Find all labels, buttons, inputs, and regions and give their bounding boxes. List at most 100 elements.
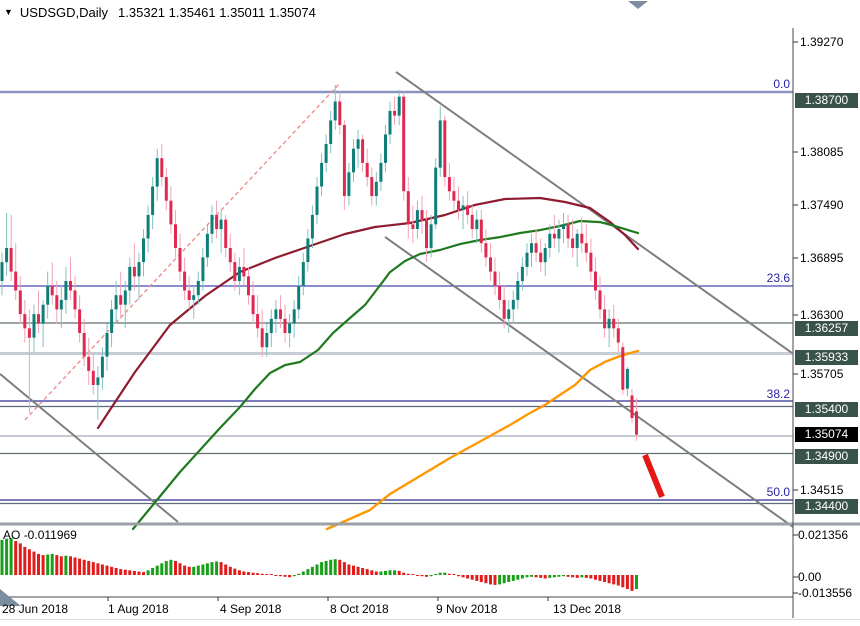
bottom-left-triangle	[0, 589, 21, 606]
candle-body	[402, 96, 406, 192]
ao-bar	[178, 563, 182, 575]
candle-body	[507, 309, 511, 319]
ao-bar	[297, 573, 301, 575]
candle-body	[342, 125, 346, 196]
ao-bar	[406, 573, 410, 575]
candle-body	[14, 271, 18, 291]
candle-body	[493, 271, 497, 286]
impulse-mark[interactable]	[642, 453, 665, 499]
ao-bar	[511, 575, 515, 581]
ao-bar	[498, 575, 502, 585]
ao-bar	[338, 559, 342, 575]
ao-bar	[452, 574, 456, 575]
candle-body	[73, 290, 77, 310]
candle-body	[87, 356, 91, 371]
candle-body	[365, 162, 369, 178]
candle-body	[279, 309, 282, 319]
candle-body	[333, 101, 337, 121]
price-tick-label: 1.38085	[800, 145, 844, 159]
candle-body	[520, 266, 524, 282]
ao-bar	[0, 539, 4, 575]
date-label: 28 Jun 2018	[2, 602, 69, 616]
ao-bar	[361, 568, 365, 575]
level-price-badge: 1.34400	[795, 498, 858, 514]
candle-body	[347, 172, 351, 196]
ao-bar	[584, 575, 588, 578]
candle-body	[516, 281, 520, 300]
candle-body	[374, 181, 378, 196]
ao-bar	[530, 575, 533, 577]
fib-level-label: 38.2	[766, 387, 790, 401]
ao-bar	[552, 575, 556, 578]
ao-bar	[320, 562, 324, 575]
ao-bar	[174, 561, 177, 575]
candle-body	[315, 186, 319, 215]
date-label: 13 Dec 2018	[553, 602, 622, 616]
candle-body	[580, 233, 584, 244]
ao-bar	[635, 575, 638, 589]
ao-bar	[589, 575, 593, 579]
ao-bar	[142, 572, 145, 575]
symbol-dropdown-icon[interactable]: ▼	[4, 7, 13, 17]
candle-body	[525, 252, 529, 267]
candle-body	[242, 266, 246, 277]
candle-body	[260, 328, 264, 348]
indicator-value: -0.011969	[23, 528, 77, 542]
candle-body	[205, 233, 209, 258]
candle-body	[228, 248, 232, 263]
ao-bar	[415, 575, 419, 576]
ao-bar	[247, 572, 250, 575]
candle-body	[155, 158, 159, 187]
ao-bar	[580, 575, 584, 578]
ao-bar	[59, 556, 63, 575]
ao-bar	[269, 574, 273, 575]
ao-bar	[520, 575, 524, 579]
ohlc-values: 1.35321 1.35461 1.35011 1.35074	[118, 4, 316, 20]
candle-body	[429, 224, 433, 248]
candle-body	[406, 191, 410, 225]
trendline-lower-channel[interactable]	[384, 236, 794, 528]
candle-body	[114, 295, 118, 310]
ao-bar	[18, 543, 22, 575]
ao-bar	[9, 538, 13, 575]
ao-bar	[55, 555, 59, 575]
candle-body	[475, 219, 479, 230]
ao-bar	[621, 575, 625, 588]
candle-body	[466, 205, 470, 215]
candle-body	[534, 243, 538, 253]
ao-bar	[411, 574, 415, 575]
trendline-upper-channel[interactable]	[395, 71, 793, 354]
ao-bar	[196, 565, 200, 575]
candle-body	[489, 257, 492, 272]
ao-bar	[160, 563, 164, 575]
ao-bar	[215, 561, 219, 575]
ao-bar	[301, 571, 305, 575]
candle-body	[142, 238, 145, 263]
candle-body	[32, 314, 36, 338]
ao-bar	[201, 564, 205, 575]
candle-body	[174, 224, 177, 248]
candle-body	[603, 309, 607, 329]
ao-bar	[41, 555, 45, 575]
candle-body	[78, 309, 82, 333]
ao-bar	[438, 572, 442, 575]
ao-bar	[374, 571, 378, 575]
ao-bar	[228, 566, 232, 575]
ao-bar	[78, 558, 82, 575]
candle-body	[224, 219, 228, 248]
candle-body	[324, 144, 328, 163]
candle-body	[251, 295, 255, 315]
ao-bar	[110, 566, 114, 575]
candle-body	[292, 309, 296, 324]
candle-body	[388, 110, 392, 135]
price-tick-label: 1.36895	[800, 251, 844, 265]
ao-bar	[169, 559, 173, 575]
candle-body	[105, 333, 109, 357]
ao-bar	[132, 570, 136, 575]
level-price-badge: 1.38700	[795, 92, 858, 108]
candle-body	[256, 314, 260, 329]
ao-bar	[507, 575, 511, 582]
ao-bar	[502, 575, 506, 584]
candle-body	[557, 229, 561, 239]
